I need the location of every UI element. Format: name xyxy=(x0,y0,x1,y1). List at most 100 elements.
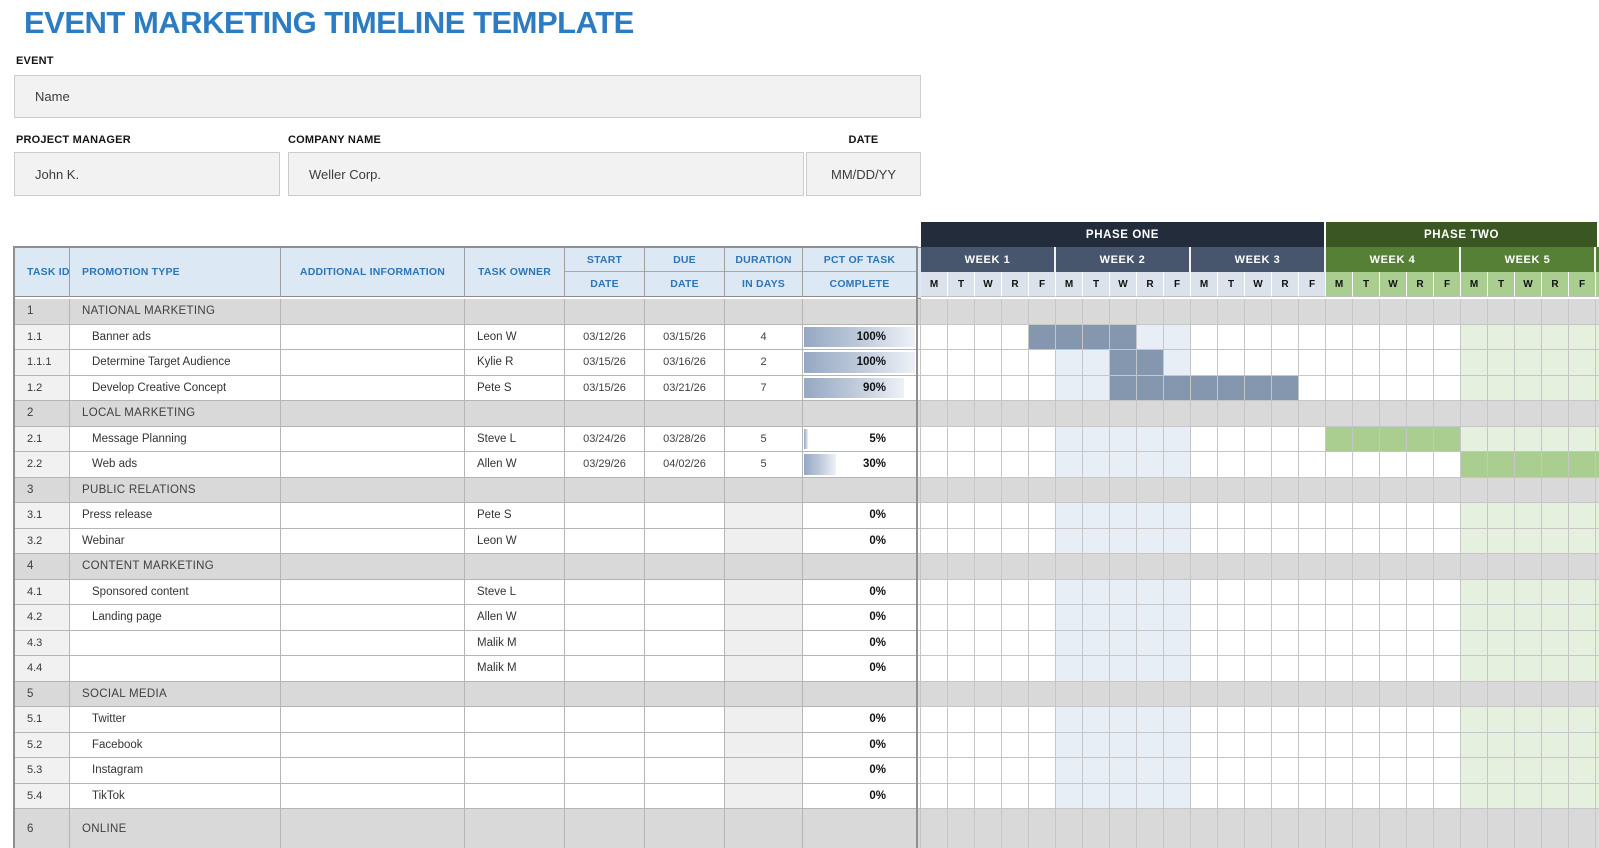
gantt-cell[interactable] xyxy=(1245,299,1272,325)
gantt-cell[interactable] xyxy=(948,401,975,427)
gantt-cell[interactable] xyxy=(1137,554,1164,580)
gantt-cell[interactable] xyxy=(1191,605,1218,631)
gantt-cell[interactable] xyxy=(1569,299,1596,325)
gantt-cell[interactable] xyxy=(1218,452,1245,478)
gantt-cell[interactable] xyxy=(1488,681,1515,707)
task-owner-cell[interactable]: Steve L xyxy=(465,426,565,452)
gantt-cell[interactable] xyxy=(1245,350,1272,376)
gantt-cell[interactable] xyxy=(1542,630,1569,656)
gantt-cell[interactable] xyxy=(975,324,1002,350)
gantt-cell[interactable] xyxy=(1110,426,1137,452)
gantt-cell[interactable] xyxy=(1299,375,1326,401)
gantt-cell[interactable] xyxy=(1029,477,1056,503)
gantt-cell[interactable] xyxy=(1164,503,1191,529)
gantt-cell[interactable] xyxy=(1191,656,1218,682)
task-id-cell[interactable]: 3 xyxy=(14,477,70,503)
additional-info-cell[interactable] xyxy=(281,528,465,554)
task-owner-cell[interactable] xyxy=(465,707,565,733)
duration-cell[interactable] xyxy=(725,630,803,656)
gantt-cell[interactable] xyxy=(1191,452,1218,478)
gantt-cell[interactable] xyxy=(1245,401,1272,427)
gantt-cell[interactable] xyxy=(1218,554,1245,580)
task-owner-cell[interactable] xyxy=(465,732,565,758)
gantt-cell[interactable] xyxy=(1434,783,1461,809)
gantt-cell[interactable] xyxy=(1056,630,1083,656)
gantt-cell[interactable] xyxy=(975,554,1002,580)
gantt-cell[interactable] xyxy=(1515,809,1542,848)
gantt-cell[interactable] xyxy=(1191,426,1218,452)
gantt-cell[interactable] xyxy=(1515,732,1542,758)
gantt-cell[interactable] xyxy=(975,758,1002,784)
gantt-cell[interactable] xyxy=(1407,681,1434,707)
due-date-cell[interactable]: 03/16/26 xyxy=(645,350,725,376)
gantt-cell[interactable] xyxy=(1380,681,1407,707)
gantt-cell[interactable] xyxy=(1434,605,1461,631)
pct-complete-cell[interactable]: 0% xyxy=(803,528,917,554)
task-name-cell[interactable] xyxy=(70,630,281,656)
gantt-cell[interactable] xyxy=(1137,375,1164,401)
gantt-cell[interactable] xyxy=(1164,426,1191,452)
gantt-cell[interactable] xyxy=(1353,324,1380,350)
gantt-cell[interactable] xyxy=(1002,503,1029,529)
task-id-cell[interactable]: 5.2 xyxy=(14,732,70,758)
additional-info-cell[interactable] xyxy=(281,375,465,401)
gantt-cell[interactable] xyxy=(1569,528,1596,554)
gantt-cell[interactable] xyxy=(1488,554,1515,580)
gantt-cell[interactable] xyxy=(1380,656,1407,682)
gantt-cell[interactable] xyxy=(1326,783,1353,809)
gantt-cell[interactable] xyxy=(1191,375,1218,401)
gantt-cell[interactable] xyxy=(1353,426,1380,452)
additional-info-cell[interactable] xyxy=(281,299,465,325)
gantt-cell[interactable] xyxy=(1515,656,1542,682)
gantt-cell[interactable] xyxy=(1488,630,1515,656)
task-name-cell[interactable]: Landing page xyxy=(70,605,281,631)
task-id-cell[interactable]: 5.3 xyxy=(14,758,70,784)
task-name-cell[interactable]: Banner ads xyxy=(70,324,281,350)
task-name-cell[interactable]: ONLINE xyxy=(70,809,281,848)
gantt-cell[interactable] xyxy=(1191,732,1218,758)
task-id-cell[interactable]: 4 xyxy=(14,554,70,580)
gantt-cell[interactable] xyxy=(1380,758,1407,784)
gantt-cell[interactable] xyxy=(1110,375,1137,401)
gantt-cell[interactable] xyxy=(1299,324,1326,350)
gantt-cell[interactable] xyxy=(1434,809,1461,848)
gantt-cell[interactable] xyxy=(1137,656,1164,682)
gantt-cell[interactable] xyxy=(1110,350,1137,376)
task-name-cell[interactable]: NATIONAL MARKETING xyxy=(70,299,281,325)
gantt-cell[interactable] xyxy=(1569,605,1596,631)
gantt-cell[interactable] xyxy=(1488,426,1515,452)
gantt-cell[interactable] xyxy=(1407,528,1434,554)
duration-cell[interactable] xyxy=(725,783,803,809)
gantt-cell[interactable] xyxy=(1326,452,1353,478)
additional-info-cell[interactable] xyxy=(281,426,465,452)
gantt-cell[interactable] xyxy=(1407,503,1434,529)
due-date-cell[interactable] xyxy=(645,732,725,758)
gantt-cell[interactable] xyxy=(1542,809,1569,848)
gantt-cell[interactable] xyxy=(1407,809,1434,848)
due-date-cell[interactable] xyxy=(645,758,725,784)
start-date-cell[interactable]: 03/15/26 xyxy=(565,350,645,376)
gantt-cell[interactable] xyxy=(1353,605,1380,631)
start-date-cell[interactable] xyxy=(565,605,645,631)
gantt-cell[interactable] xyxy=(1056,783,1083,809)
gantt-cell[interactable] xyxy=(1407,579,1434,605)
gantt-cell[interactable] xyxy=(1542,758,1569,784)
gantt-cell[interactable] xyxy=(1488,452,1515,478)
gantt-cell[interactable] xyxy=(1326,809,1353,848)
gantt-cell[interactable] xyxy=(1002,452,1029,478)
gantt-cell[interactable] xyxy=(1029,350,1056,376)
gantt-cell[interactable] xyxy=(1488,503,1515,529)
gantt-cell[interactable] xyxy=(1326,503,1353,529)
pct-complete-cell[interactable]: 90% xyxy=(803,375,917,401)
gantt-cell[interactable] xyxy=(1299,452,1326,478)
gantt-cell[interactable] xyxy=(1407,605,1434,631)
gantt-cell[interactable] xyxy=(921,299,948,325)
gantt-cell[interactable] xyxy=(1191,324,1218,350)
gantt-cell[interactable] xyxy=(1218,350,1245,376)
gantt-cell[interactable] xyxy=(1461,809,1488,848)
gantt-cell[interactable] xyxy=(1407,783,1434,809)
gantt-cell[interactable] xyxy=(1569,324,1596,350)
task-owner-cell[interactable] xyxy=(465,554,565,580)
gantt-cell[interactable] xyxy=(1353,630,1380,656)
gantt-cell[interactable] xyxy=(1056,375,1083,401)
